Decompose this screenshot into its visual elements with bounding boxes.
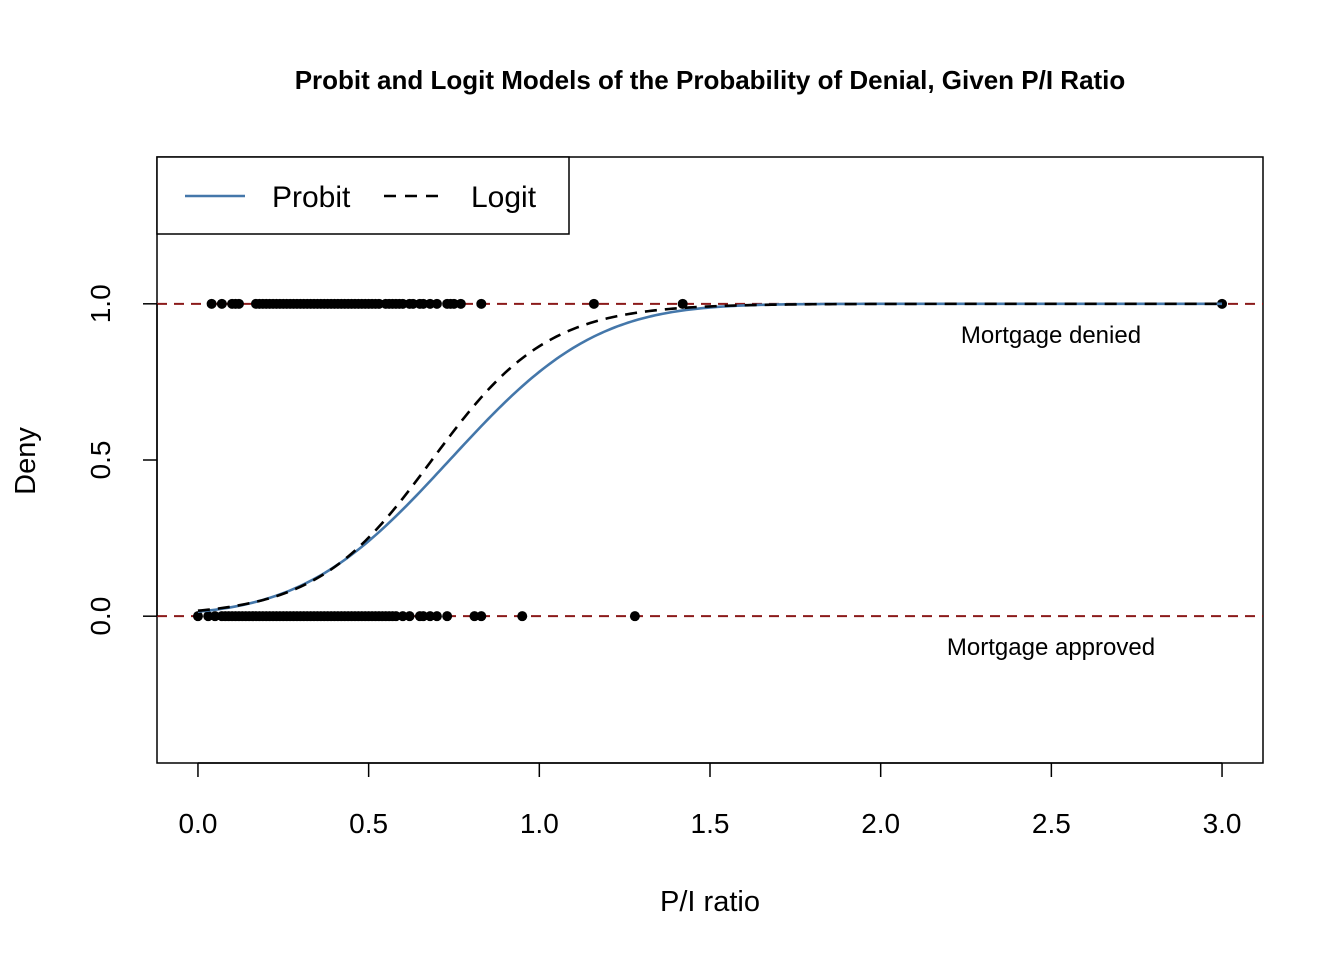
point-denied: [455, 298, 466, 309]
plot-frame: [156, 156, 1264, 764]
curve-logit: [197, 302, 1223, 613]
point-denied: [476, 298, 487, 309]
point-denied: [431, 298, 442, 309]
y-tick-label: 0.0: [85, 597, 116, 636]
point-approved: [192, 611, 203, 622]
legend: Probit Logit: [156, 156, 570, 235]
x-tick-label: 3.0: [1203, 808, 1242, 839]
point-denied: [677, 298, 688, 309]
x-tick-label: 2.0: [861, 808, 900, 839]
model-curves: [197, 302, 1223, 614]
point-approved: [629, 611, 640, 622]
x-tick-label: 1.0: [520, 808, 559, 839]
x-axis: 0.0 0.5 1.0 1.5 2.0 2.5 3.0: [178, 762, 1242, 839]
point-approved: [476, 611, 487, 622]
data-points: [192, 298, 1228, 622]
annotation-approved: Mortgage approved: [947, 634, 1155, 661]
x-tick-label: 1.5: [691, 808, 730, 839]
y-tick-label: 0.5: [85, 441, 116, 480]
legend-logit-label: Logit: [471, 181, 537, 214]
point-approved: [431, 611, 442, 622]
point-denied: [588, 298, 599, 309]
reference-lines: [157, 302, 1263, 618]
x-tick-label: 2.5: [1032, 808, 1071, 839]
legend-probit-label: Probit: [272, 181, 351, 214]
point-denied: [233, 298, 244, 309]
y-axis-label: Deny: [10, 427, 42, 495]
point-approved: [517, 611, 528, 622]
y-tick-label: 1.0: [85, 284, 116, 323]
x-tick-label: 0.5: [349, 808, 388, 839]
curve-probit: [197, 302, 1223, 614]
point-approved: [404, 611, 415, 622]
point-denied: [216, 298, 227, 309]
chart-title: Probit and Logit Models of the Probabili…: [295, 65, 1126, 95]
x-axis-label: P/I ratio: [660, 886, 760, 918]
annotation-denied: Mortgage denied: [961, 322, 1141, 349]
x-tick-label: 0.0: [178, 808, 217, 839]
point-approved: [442, 611, 453, 622]
point-denied: [206, 298, 217, 309]
y-axis: 0.0 0.5 1.0: [85, 284, 158, 636]
